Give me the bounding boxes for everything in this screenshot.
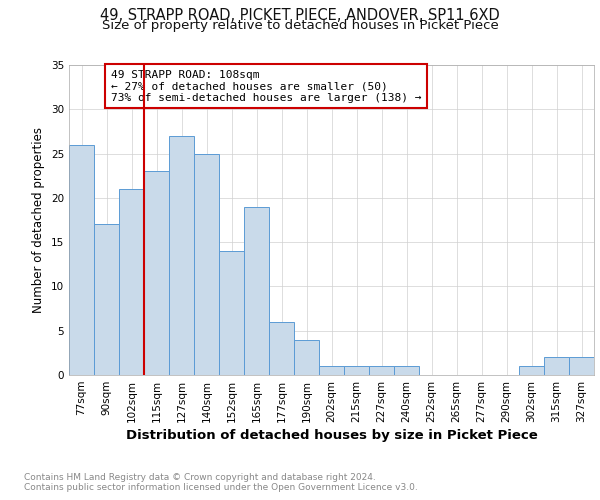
Text: Contains HM Land Registry data © Crown copyright and database right 2024.
Contai: Contains HM Land Registry data © Crown c… xyxy=(24,473,418,492)
Bar xyxy=(194,154,219,375)
Bar xyxy=(119,189,144,375)
X-axis label: Distribution of detached houses by size in Picket Piece: Distribution of detached houses by size … xyxy=(125,429,538,442)
Bar xyxy=(369,366,394,375)
Bar xyxy=(544,358,569,375)
Bar xyxy=(244,206,269,375)
Bar xyxy=(344,366,369,375)
Bar xyxy=(519,366,544,375)
Bar xyxy=(219,251,244,375)
Bar xyxy=(569,358,594,375)
Text: 49, STRAPP ROAD, PICKET PIECE, ANDOVER, SP11 6XD: 49, STRAPP ROAD, PICKET PIECE, ANDOVER, … xyxy=(100,8,500,22)
Text: Size of property relative to detached houses in Picket Piece: Size of property relative to detached ho… xyxy=(101,19,499,32)
Text: 49 STRAPP ROAD: 108sqm
← 27% of detached houses are smaller (50)
73% of semi-det: 49 STRAPP ROAD: 108sqm ← 27% of detached… xyxy=(111,70,421,103)
Bar xyxy=(269,322,294,375)
Bar xyxy=(69,144,94,375)
Y-axis label: Number of detached properties: Number of detached properties xyxy=(32,127,46,313)
Bar xyxy=(169,136,194,375)
Bar xyxy=(144,172,169,375)
Bar xyxy=(94,224,119,375)
Bar xyxy=(294,340,319,375)
Bar xyxy=(394,366,419,375)
Bar xyxy=(319,366,344,375)
